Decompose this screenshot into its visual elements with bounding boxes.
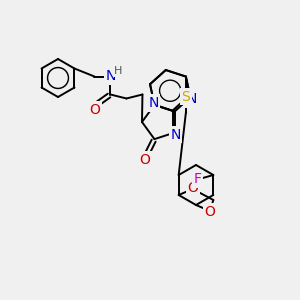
- Text: H: H: [114, 65, 123, 76]
- Text: N: N: [170, 128, 181, 142]
- Text: O: O: [205, 205, 215, 219]
- Text: O: O: [187, 181, 198, 195]
- Text: N: N: [187, 92, 197, 106]
- Text: F: F: [193, 172, 201, 186]
- Text: S: S: [182, 90, 190, 104]
- Text: O: O: [89, 103, 100, 116]
- Text: N: N: [105, 70, 116, 83]
- Text: N: N: [148, 96, 159, 110]
- Text: O: O: [139, 153, 150, 167]
